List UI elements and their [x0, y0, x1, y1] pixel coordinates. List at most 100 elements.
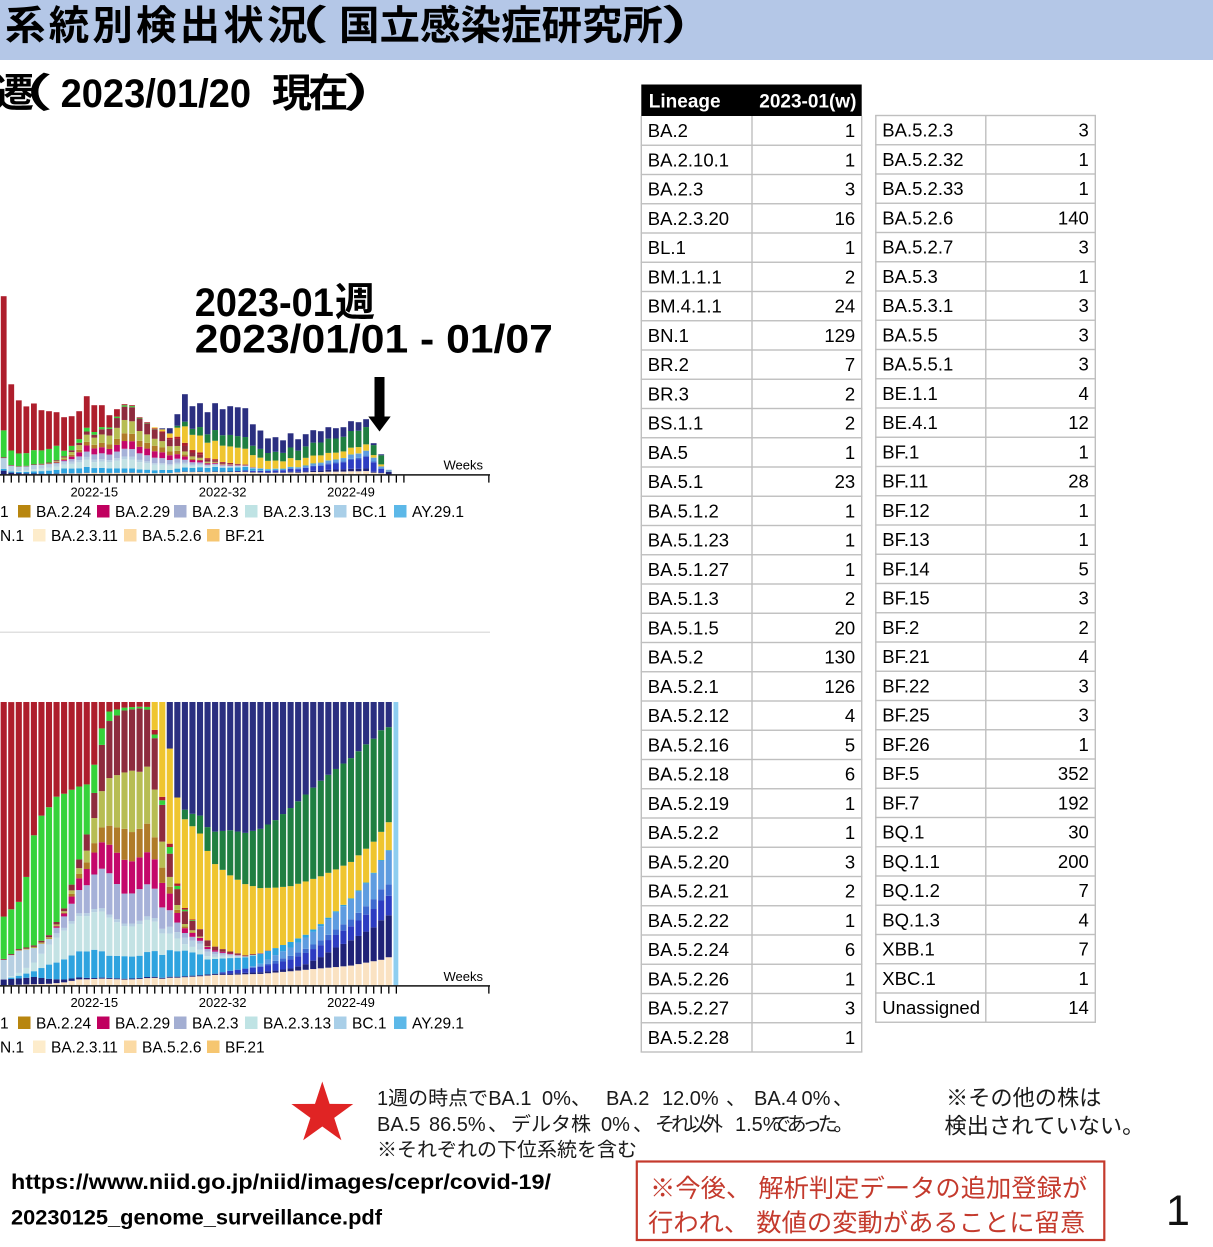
- svg-text:BA.2.24: BA.2.24: [36, 504, 92, 521]
- svg-text:4: 4: [1079, 909, 1089, 930]
- svg-text:BA.2.3.13: BA.2.3.13: [263, 1016, 331, 1033]
- svg-text:BF.15: BF.15: [882, 588, 929, 609]
- svg-text:1: 1: [845, 822, 855, 843]
- svg-text:BA.5.3.1: BA.5.3.1: [882, 295, 953, 316]
- svg-text:2: 2: [845, 383, 855, 404]
- svg-text:0%: 0%: [802, 1088, 831, 1110]
- svg-text:BA.2.10.1: BA.2.10.1: [648, 149, 729, 170]
- svg-text:Lineage: Lineage: [649, 92, 721, 113]
- svg-text:BA.2: BA.2: [648, 120, 688, 141]
- svg-text:130: 130: [824, 647, 855, 668]
- svg-text:BR.2: BR.2: [648, 354, 689, 375]
- svg-text:BA.5.2.16: BA.5.2.16: [648, 734, 729, 755]
- svg-text:BA.5.5: BA.5.5: [882, 324, 938, 345]
- svg-text:1: 1: [1166, 1187, 1190, 1235]
- svg-text:BF.5: BF.5: [882, 763, 919, 784]
- svg-text:BL.1: BL.1: [648, 237, 686, 258]
- svg-text:BS.1.1: BS.1.1: [648, 413, 704, 434]
- svg-text:140: 140: [1058, 207, 1089, 228]
- svg-text:28: 28: [1068, 471, 1089, 492]
- svg-text:1: 1: [1079, 734, 1089, 755]
- svg-text:BA.5.2.6: BA.5.2.6: [142, 1040, 201, 1057]
- svg-text:1: 1: [845, 910, 855, 931]
- svg-text:3: 3: [1079, 295, 1089, 316]
- svg-text:BF.13: BF.13: [882, 529, 929, 550]
- svg-text:3: 3: [1079, 324, 1089, 345]
- svg-text:1: 1: [845, 530, 855, 551]
- svg-text:2022-49: 2022-49: [327, 995, 375, 1010]
- svg-text:2: 2: [1079, 617, 1089, 638]
- svg-text:BA.5.1.23: BA.5.1.23: [648, 530, 729, 551]
- svg-text:20230125_genome_surveillance.p: 20230125_genome_surveillance.pdf: [11, 1207, 383, 1230]
- svg-text:BA.5.2.32: BA.5.2.32: [882, 149, 963, 170]
- svg-text:Weeks: Weeks: [444, 969, 484, 984]
- svg-text:BF.2: BF.2: [882, 617, 919, 638]
- svg-text:2: 2: [845, 881, 855, 902]
- svg-text:2022-32: 2022-32: [199, 995, 247, 1010]
- svg-text:BA.5.2.2: BA.5.2.2: [648, 822, 719, 843]
- svg-text:3: 3: [1079, 588, 1089, 609]
- svg-text:3: 3: [845, 998, 855, 1019]
- svg-text:BA.2.24: BA.2.24: [36, 1016, 92, 1033]
- svg-text:1: 1: [1079, 178, 1089, 199]
- svg-text:1: 1: [845, 149, 855, 170]
- svg-text:BF.1: BF.1: [882, 441, 919, 462]
- svg-text:3: 3: [845, 851, 855, 872]
- svg-text:BA.2.3.11: BA.2.3.11: [51, 528, 118, 545]
- svg-text:1: 1: [1079, 968, 1089, 989]
- svg-text:BA.5.1.2: BA.5.1.2: [648, 500, 719, 521]
- svg-text:20: 20: [835, 617, 856, 638]
- svg-text:6: 6: [845, 764, 855, 785]
- svg-text:AY.29.1: AY.29.1: [412, 1016, 464, 1033]
- svg-text:BQ.1: BQ.1: [882, 822, 924, 843]
- svg-text:BA.5.2.6: BA.5.2.6: [882, 207, 953, 228]
- svg-text:14: 14: [1068, 997, 1089, 1018]
- svg-text:2: 2: [845, 266, 855, 287]
- svg-text:1: 1: [845, 120, 855, 141]
- svg-text:1: 1: [845, 559, 855, 580]
- svg-text:1.5%: 1.5%: [735, 1114, 781, 1136]
- svg-text:200: 200: [1058, 851, 1089, 872]
- svg-text:2023/01/01 - 01/07: 2023/01/01 - 01/07: [195, 318, 553, 362]
- svg-text:BA.5.2.24: BA.5.2.24: [648, 939, 729, 960]
- svg-text:BQ.1.2: BQ.1.2: [882, 880, 940, 901]
- svg-text:3: 3: [1079, 120, 1089, 141]
- svg-text:BF.25: BF.25: [882, 705, 929, 726]
- svg-text:BA.5.1.3: BA.5.1.3: [648, 588, 719, 609]
- svg-text:BA.5.2.7: BA.5.2.7: [882, 237, 953, 258]
- svg-text:23: 23: [835, 471, 856, 492]
- svg-text:BE.4.1: BE.4.1: [882, 412, 938, 433]
- svg-text:1: 1: [1079, 266, 1089, 287]
- svg-text:BF.26: BF.26: [882, 734, 929, 755]
- svg-text:1: 1: [845, 1027, 855, 1048]
- svg-text:1: 1: [845, 237, 855, 258]
- svg-text:BA.5: BA.5: [648, 442, 688, 463]
- svg-text:BQ.1.3: BQ.1.3: [882, 909, 940, 930]
- svg-text:3: 3: [845, 179, 855, 200]
- svg-text:1: 1: [845, 442, 855, 463]
- svg-text:126: 126: [824, 676, 855, 697]
- svg-text:BA.5.2.21: BA.5.2.21: [648, 881, 729, 902]
- svg-text:AY.29.1: AY.29.1: [412, 504, 464, 521]
- svg-text:BE.1.1: BE.1.1: [882, 383, 938, 404]
- svg-text:BF.12: BF.12: [882, 500, 929, 521]
- svg-text:BA.5.1: BA.5.1: [648, 471, 704, 492]
- svg-text:1: 1: [0, 504, 9, 521]
- svg-text:BA.2.29: BA.2.29: [115, 504, 170, 521]
- svg-text:1: 1: [1079, 149, 1089, 170]
- svg-text:BA.5.2.33: BA.5.2.33: [882, 178, 963, 199]
- svg-text:BF.14: BF.14: [882, 558, 929, 579]
- svg-text:BA.5.2.1: BA.5.2.1: [648, 676, 719, 697]
- svg-text:1: 1: [377, 1088, 388, 1110]
- svg-text:3: 3: [1079, 675, 1089, 696]
- svg-text:N.1: N.1: [0, 528, 24, 545]
- svg-text:BA.5.2.3: BA.5.2.3: [882, 120, 953, 141]
- svg-text:3: 3: [1079, 705, 1089, 726]
- svg-text:https://www.niid.go.jp/niid/im: https://www.niid.go.jp/niid/images/cepr/…: [11, 1171, 551, 1194]
- svg-text:2: 2: [845, 413, 855, 434]
- svg-text:1: 1: [0, 1016, 9, 1033]
- svg-text:BF.21: BF.21: [225, 1040, 265, 1057]
- svg-text:24: 24: [835, 296, 856, 317]
- svg-text:12: 12: [1068, 412, 1089, 433]
- svg-text:BR.3: BR.3: [648, 383, 689, 404]
